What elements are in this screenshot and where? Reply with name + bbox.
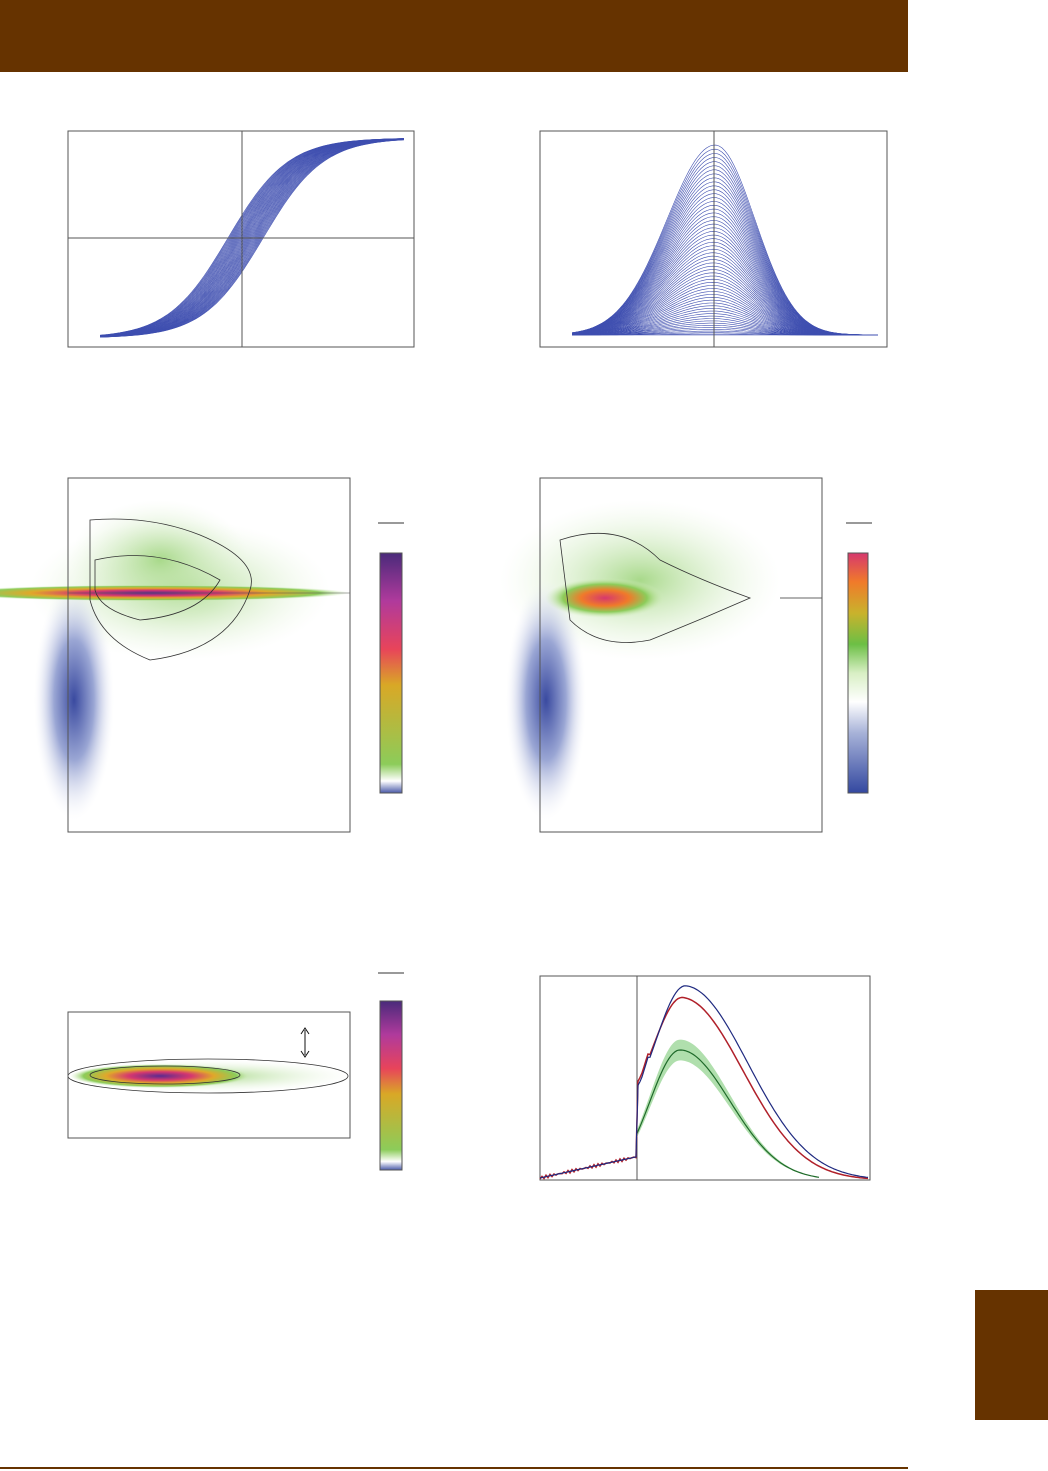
curve <box>99 139 405 338</box>
colorbar <box>847 552 869 794</box>
frame <box>539 477 823 833</box>
frame <box>539 975 871 1181</box>
panel-heatmap-b <box>500 477 872 833</box>
frame <box>67 477 351 833</box>
frame <box>67 1011 351 1139</box>
curve <box>571 144 879 336</box>
colorbar <box>379 1000 403 1171</box>
panel-heatmap-a <box>0 477 404 833</box>
panel-heatmap-c <box>67 972 404 1171</box>
curve <box>571 153 879 336</box>
curve <box>571 157 879 336</box>
frame <box>67 130 415 348</box>
side-tab <box>975 1290 1048 1420</box>
header-bar <box>0 0 908 72</box>
panel-sigmoid <box>67 130 415 348</box>
panel-gaussians <box>539 130 888 348</box>
curve <box>571 161 879 336</box>
colorbar <box>379 552 403 794</box>
panel-curves <box>539 975 871 1181</box>
